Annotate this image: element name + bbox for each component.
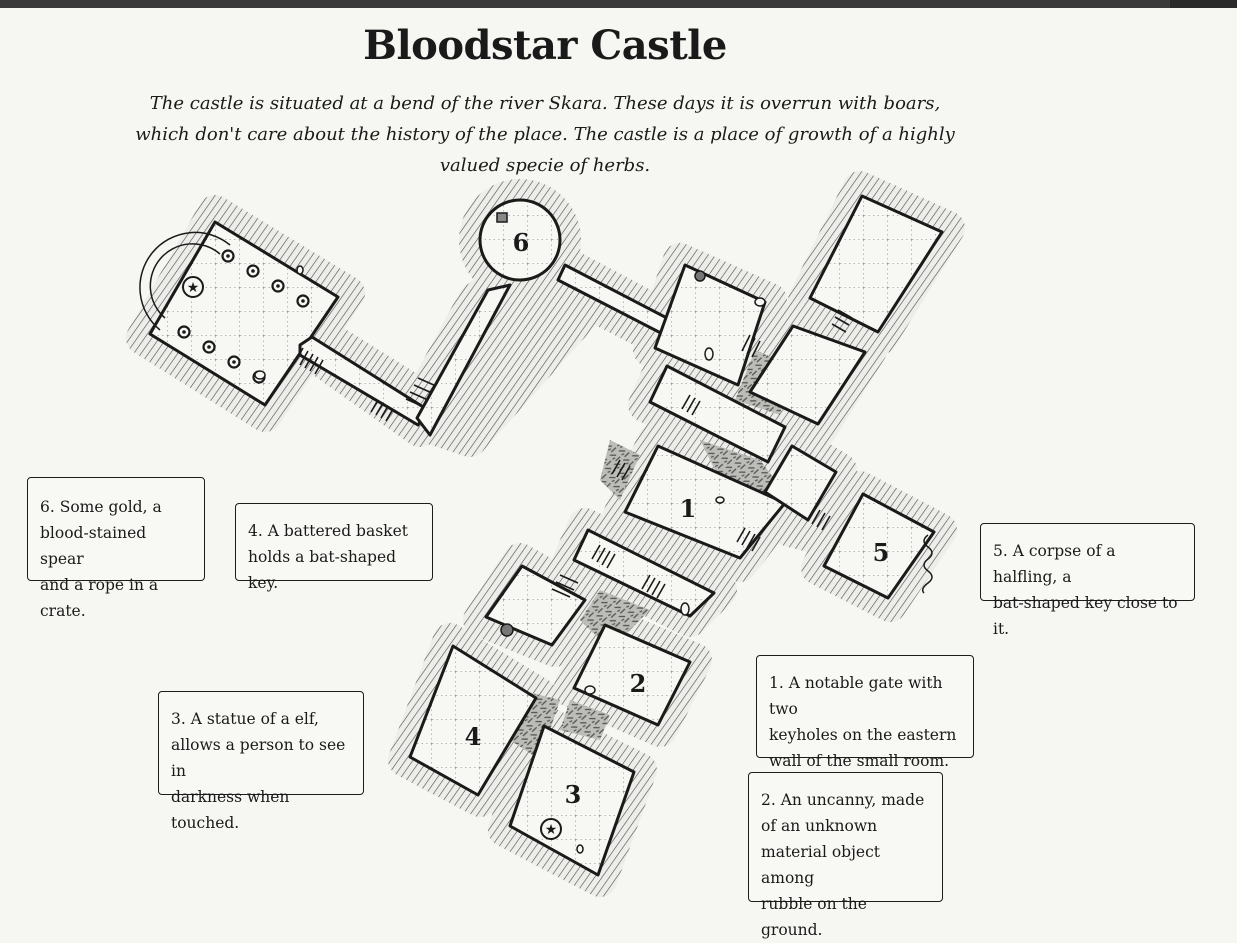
elf-statue-icon: ★ [540, 818, 562, 840]
room-2-label: 2 [630, 669, 647, 698]
room-3-floor [508, 724, 636, 877]
east-hall-floor [748, 324, 867, 426]
east-passage-floor [763, 444, 838, 522]
map-title: Bloodstar Castle [363, 22, 727, 69]
basket-icon [500, 623, 514, 637]
note-room-6: 6. Some gold, a blood-stained spear and … [27, 477, 205, 620]
window-top-bar-edge [1170, 0, 1237, 8]
window-top-bar [0, 0, 1237, 8]
diagonal-corridor-floor [415, 283, 512, 437]
stairs [294, 309, 853, 599]
note-room-5: 5. A corpse of a halfling, a bat-shaped … [980, 523, 1195, 638]
corpse-trail [921, 534, 933, 594]
room-floors [148, 194, 944, 877]
room-1-label: 1 [680, 494, 697, 523]
crate-icon [496, 212, 508, 223]
room-4-floor [408, 644, 538, 797]
rock-icon [680, 602, 690, 616]
note-room-1: 1. A notable gate with two keyholes on t… [756, 655, 974, 770]
rock-icon [754, 297, 766, 307]
map-description: The castle is situated at a bend of the … [135, 93, 955, 176]
note-room-3: 3. A statue of a elf, allows a person to… [158, 691, 364, 832]
rock-icon [254, 370, 266, 380]
svg-text:★: ★ [187, 280, 200, 296]
rock-icon [576, 844, 584, 854]
svg-text:★: ★ [545, 822, 558, 838]
north-east-room-floor [808, 194, 944, 334]
room-6-label: 6 [513, 228, 530, 257]
note-room-4: 4. A battered basket holds a bat-shaped … [235, 503, 433, 592]
north-room-floor [653, 263, 767, 387]
rock-icon [584, 685, 596, 695]
room-2-floor [572, 623, 692, 727]
room-5-label: 5 [873, 538, 890, 567]
note-room-2: 2. An uncanny, made of an unknown materi… [748, 772, 943, 939]
star-statue-icon: ★ [182, 276, 204, 298]
barrel-icon [694, 270, 706, 282]
map-objects [254, 212, 766, 854]
room-4-label: 4 [465, 722, 482, 751]
room-3-label: 3 [565, 780, 582, 809]
rock-icon [296, 265, 304, 275]
room-numbers: 6 1 5 2 4 3 [465, 228, 890, 809]
central-passage-floor [648, 364, 787, 464]
altar-arcs [139, 231, 231, 331]
dungeon-map: ★ ★ 6 1 5 2 4 3 [126, 171, 965, 897]
rock-icon [715, 496, 725, 504]
rock-icon [704, 347, 714, 361]
room-5-floor [822, 492, 936, 600]
room-1-floor [623, 444, 787, 560]
